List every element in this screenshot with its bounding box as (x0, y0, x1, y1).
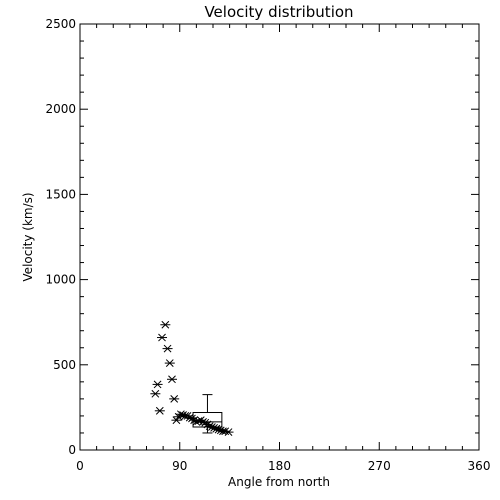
data-point (171, 416, 182, 425)
tick-labels: 0 90 180 270 360 0 500 1000 1500 2000 2500 (45, 17, 490, 473)
y-axis-title: Velocity (km/s) (21, 192, 35, 281)
y-tick-label: 1000 (45, 273, 76, 287)
x-axis-title: Angle from north (228, 475, 330, 489)
data-point (160, 320, 171, 329)
y-tick-label: 2500 (45, 17, 76, 31)
data-point (152, 380, 163, 389)
plot-frame (79, 23, 480, 451)
data-point (154, 406, 165, 415)
data-point (157, 333, 168, 342)
x-tick-label: 360 (468, 459, 491, 473)
x-tick-label: 0 (76, 459, 84, 473)
data-point (166, 375, 177, 384)
data-point (164, 359, 175, 367)
data-point (223, 428, 234, 436)
data-point (169, 394, 180, 403)
y-tick-label: 2000 (45, 102, 76, 116)
data-point (162, 344, 173, 353)
y-tick-label: 0 (68, 443, 76, 457)
x-tick-label: 270 (368, 459, 391, 473)
y-tick-label: 500 (53, 358, 76, 372)
chart-title: Velocity distribution (204, 3, 353, 21)
data-points (150, 320, 234, 436)
y-tick-label: 1500 (45, 187, 76, 201)
x-tick-label: 180 (268, 459, 291, 473)
x-tick-label: 90 (172, 459, 187, 473)
data-point (150, 389, 161, 398)
box-plot (192, 394, 223, 434)
axis-ticks (79, 23, 480, 451)
